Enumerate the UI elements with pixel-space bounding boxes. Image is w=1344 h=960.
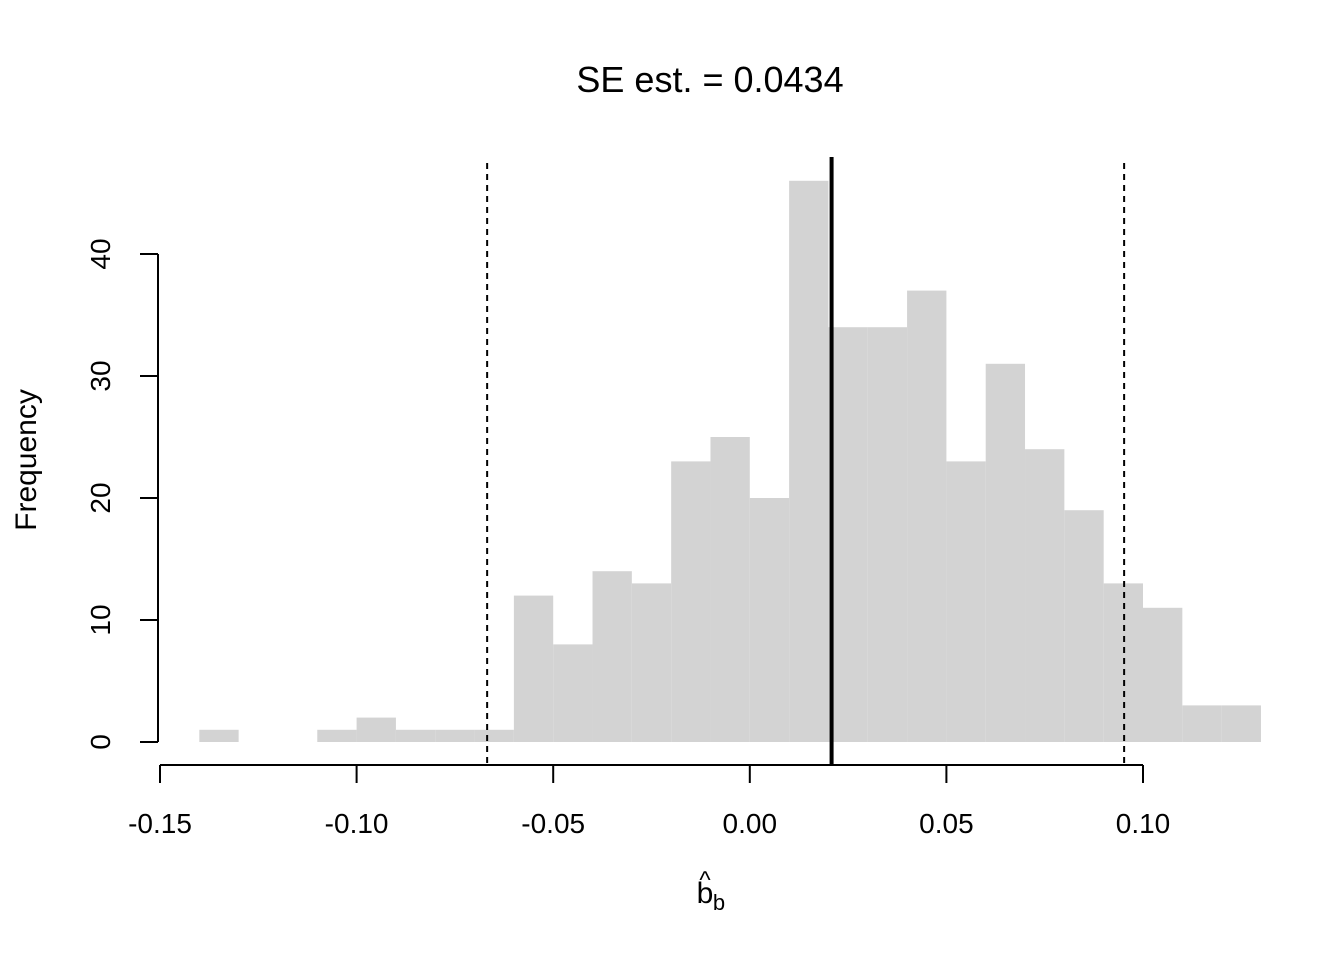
x-tick-label: -0.05 [521,808,585,839]
histogram-bar [199,729,239,742]
y-tick-label: 20 [85,482,116,513]
histogram-bar [789,180,829,743]
histogram-bar [828,327,868,742]
histogram-bar [1064,510,1104,742]
x-axis-label-subscript: b [713,890,725,915]
y-axis-label: Frequency [10,389,43,531]
y-tick-label: 40 [85,238,116,269]
histogram-bar [592,571,632,742]
x-tick-label: -0.15 [128,808,192,839]
x-tick-label: -0.10 [325,808,389,839]
bars-group [199,180,1261,743]
histogram-bar [395,729,436,742]
histogram-bar [474,729,514,742]
histogram-bar [671,461,711,742]
histogram-bar [946,461,986,742]
histogram-bar [1182,705,1222,742]
x-tick-label: 0.00 [723,808,778,839]
histogram-bar [1143,607,1183,742]
histogram-bar [867,327,908,742]
histogram-bar [513,595,554,742]
x-axis-label-base: b [697,877,714,910]
x-axis: -0.15 -0.10 -0.05 0.00 0.05 0.10 [128,764,1171,839]
y-tick-label: 0 [85,734,116,750]
x-tick-label: 0.10 [1116,808,1171,839]
histogram-bar [435,729,475,742]
x-axis-label-hat: ^ [699,867,711,894]
histogram-bar [356,717,396,742]
histogram-bar [710,437,750,742]
x-tick-label: 0.05 [919,808,974,839]
chart-title: SE est. = 0.0434 [576,59,843,100]
histogram-bar [749,498,790,742]
histogram-bar [317,729,357,742]
y-tick-label: 30 [85,360,116,391]
histogram-bar [1025,449,1065,742]
histogram-bar [1221,705,1261,742]
x-axis-label: ^ b b [697,867,725,915]
y-axis: 0 10 20 30 40 [85,238,159,750]
histogram-bar [985,363,1026,742]
y-tick-label: 10 [85,604,116,635]
reference-lines-group [486,157,1126,765]
histogram-bar [631,583,672,742]
histogram-bar [907,290,947,742]
histogram-bar [553,644,593,742]
